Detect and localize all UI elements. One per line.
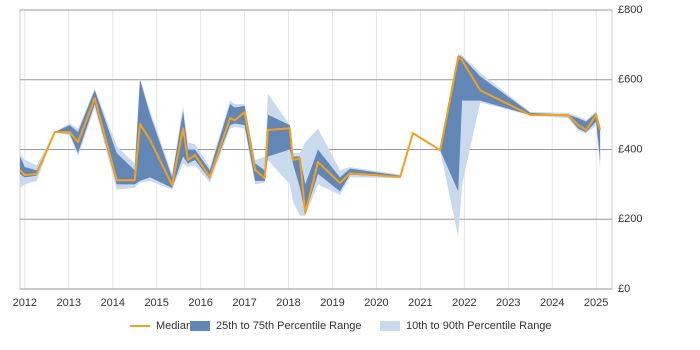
y-tick-label: £200 xyxy=(618,213,642,225)
y-tick-label: £0 xyxy=(618,283,630,295)
x-tick-label: 2015 xyxy=(144,297,168,309)
legend-label: 10th to 90th Percentile Range xyxy=(406,320,552,332)
x-tick-label: 2022 xyxy=(452,297,476,309)
range-band xyxy=(20,55,601,215)
legend-label: 25th to 75th Percentile Range xyxy=(216,320,362,332)
x-tick-label: 2012 xyxy=(13,297,37,309)
legend-label: Median xyxy=(156,320,192,332)
x-tick-label: 2024 xyxy=(540,297,564,309)
x-tick-label: 2013 xyxy=(57,297,81,309)
x-tick-label: 2023 xyxy=(496,297,520,309)
legend-swatch xyxy=(190,321,210,331)
x-tick-label: 2014 xyxy=(100,297,124,309)
y-tick-label: £600 xyxy=(618,74,642,86)
median-line xyxy=(19,56,602,214)
x-tick-label: 2016 xyxy=(188,297,212,309)
y-tick-label: £400 xyxy=(618,143,642,155)
legend-swatch xyxy=(380,321,400,331)
x-tick-label: 2019 xyxy=(320,297,344,309)
x-tick-label: 2025 xyxy=(584,297,608,309)
y-tick-label: £800 xyxy=(618,4,642,16)
x-tick-label: 2021 xyxy=(408,297,432,309)
x-tick-label: 2020 xyxy=(364,297,388,309)
x-tick-label: 2018 xyxy=(276,297,300,309)
x-tick-label: 2017 xyxy=(232,297,256,309)
